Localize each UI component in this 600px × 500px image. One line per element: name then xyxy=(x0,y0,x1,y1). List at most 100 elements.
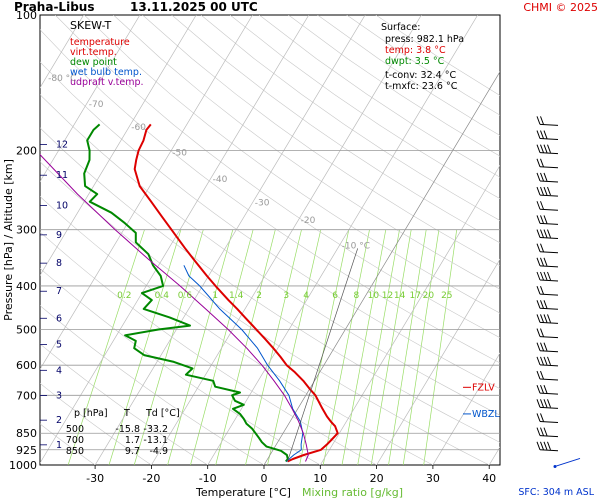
station-title: Praha-Libus xyxy=(14,0,94,14)
mixing-ratio-label: 3 xyxy=(283,291,289,301)
isobars xyxy=(40,150,500,451)
mixing-ratio-label: 12 xyxy=(382,291,393,301)
table-cell: -4.9 xyxy=(149,446,168,457)
pressure-tick-label: 600 xyxy=(16,359,37,372)
table-header: T xyxy=(123,408,130,419)
x-tick-label: 40 xyxy=(482,472,496,485)
mixing-ratio-label: 17 xyxy=(409,291,420,301)
pressure-tick-label: 300 xyxy=(16,224,37,237)
isotherm xyxy=(432,352,500,465)
wind-barb xyxy=(536,130,559,141)
mixing-ratio-label: 0.2 xyxy=(117,291,131,301)
table-cell: 700 xyxy=(66,435,84,446)
isotherm xyxy=(376,258,500,465)
mixing-ratio-label: 0.4 xyxy=(155,291,170,301)
wind-barb xyxy=(536,399,559,409)
series-dew-point xyxy=(83,123,289,463)
isotherm xyxy=(40,15,253,370)
wind-barb xyxy=(536,215,559,225)
table-header: p [hPa] xyxy=(74,408,108,419)
altitude-tick-label: 9 xyxy=(56,230,62,241)
mixing-ratio-label: 14 xyxy=(394,291,406,301)
surface-tmxfc: t-mxfc: 23.6 °C xyxy=(385,81,458,92)
table-header: Td [°C] xyxy=(145,408,180,419)
pressure-tick-label: 925 xyxy=(16,444,37,457)
mixing-ratio-label: 8 xyxy=(354,291,360,301)
mixing-ratio-label: 2 xyxy=(256,291,262,301)
wind-barb xyxy=(536,384,559,395)
isotherm-label: -60 xyxy=(131,123,146,133)
sfc-altitude: SFC: 304 m ASL xyxy=(518,487,594,498)
surface-wind-arrow xyxy=(553,457,581,468)
dry-adiabat xyxy=(142,15,500,267)
wind-barb xyxy=(536,271,559,282)
surface-press: press: 982.1 hPa xyxy=(385,34,464,45)
table-cell: 9.7 xyxy=(125,446,140,457)
wind-barb xyxy=(536,314,559,324)
pressure-tick-label: 400 xyxy=(16,280,37,293)
altitude-tick-label: 5 xyxy=(56,340,62,351)
mixing-ratio-line xyxy=(108,229,182,465)
wind-barb xyxy=(536,229,559,240)
x-tick-label: -30 xyxy=(86,472,104,485)
mixing-ratio-line xyxy=(402,229,440,465)
wind-barb xyxy=(536,144,559,155)
x-tick-label: 0 xyxy=(261,472,268,485)
altitude-tick-label: 6 xyxy=(56,313,62,324)
isotherm-label: -20 xyxy=(301,216,316,226)
mixing-ratio-label: 6 xyxy=(332,291,338,301)
dry-adiabat xyxy=(84,15,500,314)
x-tick-label: 10 xyxy=(313,472,327,485)
mixing-ratio-line xyxy=(357,229,400,465)
isotherm-label: -70 xyxy=(89,100,104,110)
mixing-ratio-line xyxy=(67,229,145,465)
isotherm-label: -80 °C xyxy=(48,74,76,84)
dry-adiabat xyxy=(54,15,500,339)
series-udpraft-v-temp- xyxy=(40,153,309,462)
dry-adiabat xyxy=(113,15,500,290)
dry-adiabat xyxy=(40,29,500,364)
table-cell: 1.7 xyxy=(125,435,140,446)
isotherm xyxy=(40,15,197,277)
table-cell: 850 xyxy=(66,446,84,457)
mixing-ratio-line xyxy=(267,229,322,465)
isotherm xyxy=(40,15,310,464)
mixing-ratio-line xyxy=(133,229,204,465)
fzlv-label: FZLV xyxy=(472,382,495,393)
wind-barb xyxy=(536,158,559,169)
pressure-tick-label: 700 xyxy=(16,389,37,402)
mixing-ratio-label: 20 xyxy=(423,291,435,301)
altitude-tick-label: 4 xyxy=(56,365,62,376)
mixing-ratio-label: 10 xyxy=(368,291,380,301)
wind-barb xyxy=(536,300,559,310)
wind-barb xyxy=(536,441,559,452)
mixing-ratio-label: 25 xyxy=(441,291,452,301)
grid-labels: 0.2 0.4 0.6 1 1.4 2 3 4 6 8 10 12 14 17 20 25-80 °C-70-… xyxy=(48,74,452,301)
table-cell: -15.8 xyxy=(115,424,140,435)
series-wet-bulb-temp- xyxy=(183,265,304,462)
wind-barb xyxy=(536,172,559,183)
isotherm xyxy=(94,15,366,465)
isotherm-label: -10 °C xyxy=(342,241,370,251)
mixing-ratio-line xyxy=(423,229,458,465)
sounding-series xyxy=(40,123,359,463)
wind-barb xyxy=(536,243,559,254)
legend-entry: dew point xyxy=(70,57,117,68)
isotherm xyxy=(40,15,141,183)
x-tick-label: -10 xyxy=(199,472,217,485)
mixing-ratio-line xyxy=(167,229,234,465)
legend-entry: virt.temp. xyxy=(70,47,117,58)
surface-tconv: t-conv: 32.4 °C xyxy=(385,70,456,81)
wbzl-marker: WBZL xyxy=(463,409,500,420)
fzlv-marker: FZLV xyxy=(463,382,495,393)
wind-barb xyxy=(536,427,559,438)
datetime-title: 13.11.2025 00 UTC xyxy=(130,0,258,14)
isotherm xyxy=(151,15,422,465)
mixing-ratio-line xyxy=(388,229,427,465)
wind-barb xyxy=(536,370,559,381)
y-axis-label: Pressure [hPa] / Altitude [km] xyxy=(2,159,15,321)
x-axis-label-temp: Temperature [°C] xyxy=(195,486,291,499)
